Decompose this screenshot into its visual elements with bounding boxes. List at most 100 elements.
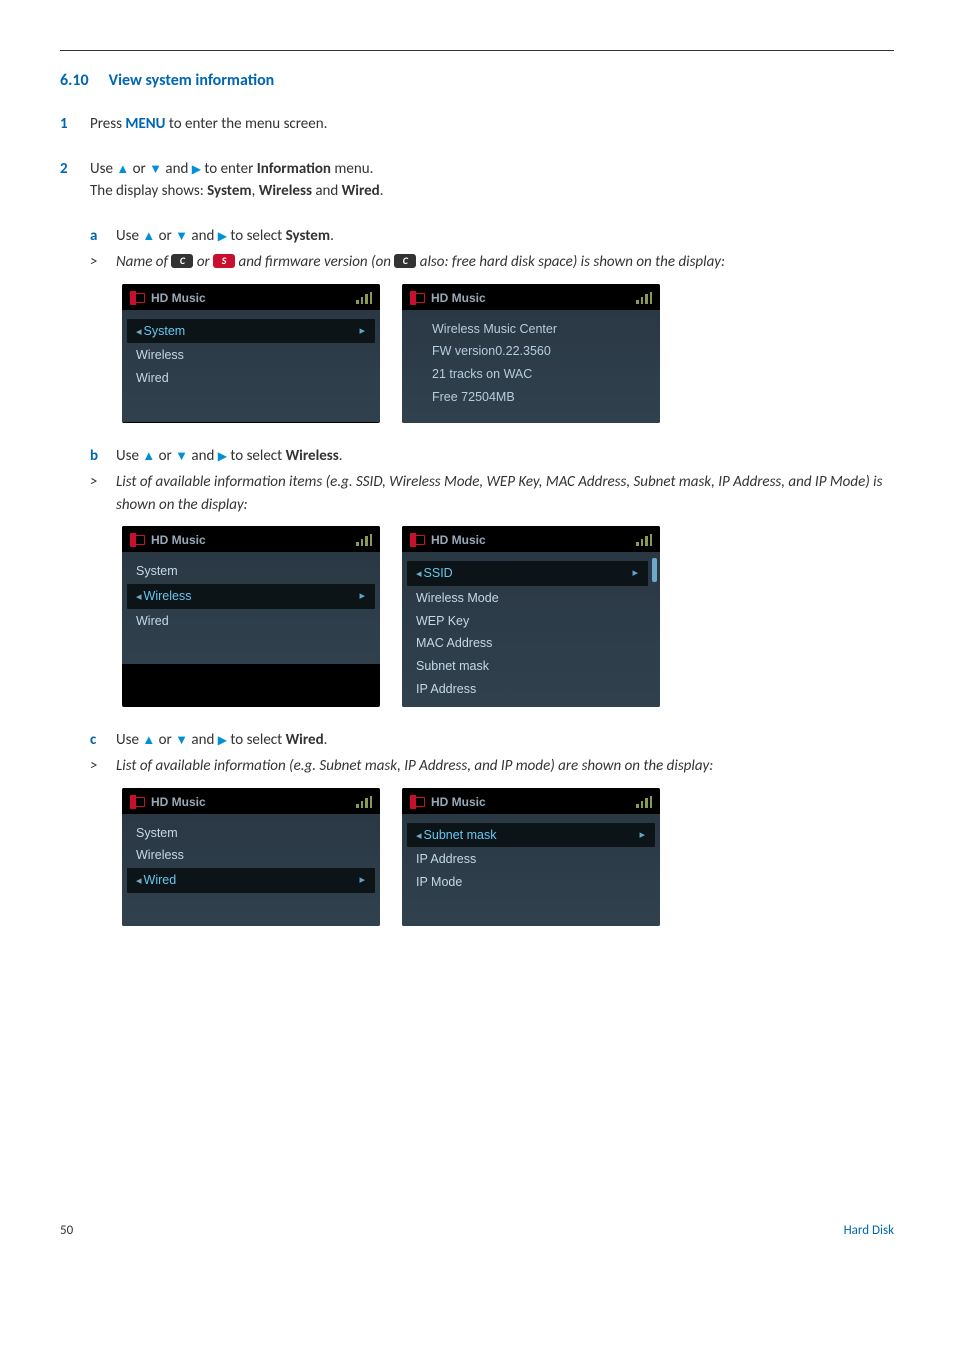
sc-p1: to select [227, 731, 286, 749]
sub-b-body: Use or and to select Wireless. [116, 445, 894, 468]
list-item[interactable]: System [122, 822, 380, 845]
signal-icon [356, 534, 372, 546]
screen-title: HD Music [130, 793, 206, 811]
sub-a-result: > Name of C or S and firmware version (o… [90, 251, 894, 274]
s2-l2-c1: , [252, 182, 259, 200]
s2-pre: Use [90, 160, 116, 178]
signal-icon [356, 796, 372, 808]
list-item[interactable]: Wireless [122, 344, 380, 367]
screen-title-text: HD Music [151, 793, 206, 811]
screen-title: HD Music [410, 289, 486, 307]
screenshots-c: HD Music System Wireless ◂Wired▸ HD Musi… [122, 788, 894, 926]
li-ssid: SSID [424, 566, 453, 580]
screen-header: HD Music [122, 526, 380, 552]
step-1-pre: Press [90, 115, 125, 133]
caret-right-icon: ▸ [359, 323, 365, 340]
gt-mark: > [90, 471, 116, 494]
li-mac: MAC Address [416, 634, 492, 653]
list-item[interactable]: IP Mode [402, 871, 660, 894]
list-item[interactable]: Wireless [122, 844, 380, 867]
screen-body: ◂System▸ Wireless Wired [122, 310, 380, 422]
list-item[interactable]: System [122, 560, 380, 583]
music-note-icon [130, 795, 146, 809]
caret-right-icon: ▸ [632, 565, 638, 582]
list-item-selected[interactable]: ◂Wireless ▸ [127, 584, 375, 609]
list-item[interactable]: IP Address [402, 678, 660, 701]
li-wired: Wired [136, 369, 169, 388]
list-item[interactable]: Wired [122, 367, 380, 390]
s2-l2-pre: The display shows: [90, 182, 207, 200]
up-arrow-icon [142, 734, 155, 747]
screen-title-text: HD Music [431, 531, 486, 549]
sb-p1: to select [227, 447, 286, 465]
s2-l2-b2: Wireless [259, 182, 312, 200]
right-arrow-icon [218, 734, 227, 747]
li-wmode: Wireless Mode [416, 589, 499, 608]
caret-left-icon: ◂ [136, 591, 142, 603]
right-arrow-icon [218, 450, 227, 463]
screen-a1: HD Music ◂System▸ Wireless Wired [122, 284, 380, 423]
screen-b2: HD Music ◂SSID ▸ Wireless Mode WEP Key MA… [402, 526, 660, 707]
caret-left-icon: ◂ [416, 830, 422, 842]
music-note-icon [410, 533, 426, 547]
sc-kw: Wired [286, 731, 324, 749]
li-subnet: Subnet mask [416, 657, 489, 676]
list-item[interactable]: Subnet mask [402, 655, 660, 678]
li-wireless: Wireless [136, 846, 184, 865]
caret-right-icon: ▸ [359, 588, 365, 605]
s2-mid1: or [129, 160, 149, 178]
right-arrow-icon [192, 163, 201, 176]
list-item[interactable]: WEP Key [402, 610, 660, 633]
li-subnet: Subnet mask [424, 828, 497, 842]
li-wireless: Wireless [144, 589, 192, 603]
screenshots-a: HD Music ◂System▸ Wireless Wired HD Musi… [122, 284, 894, 423]
sag-t3: and firmware version (on [235, 253, 394, 271]
screen-title-text: HD Music [431, 289, 486, 307]
caret-left-icon: ◂ [416, 568, 422, 580]
step-2-number: 2 [60, 158, 90, 181]
screen-body: Wireless Music Center FW version0.22.356… [402, 310, 660, 423]
menu-keyword: MENU [125, 115, 165, 133]
sb-m2: and [188, 447, 218, 465]
scrollbar-thumb[interactable] [652, 558, 657, 582]
s2-l2-c2: and [312, 182, 342, 200]
gt-mark: > [90, 755, 116, 778]
s2-l2-b1: System [207, 182, 251, 200]
sa-pre: Use [116, 227, 142, 245]
step-1-number: 1 [60, 113, 90, 136]
section-number: 6.10 [60, 69, 105, 93]
signal-icon [636, 292, 652, 304]
list-item-selected[interactable]: ◂System▸ [127, 319, 375, 344]
list-item[interactable]: IP Address [402, 848, 660, 871]
screen-title-text: HD Music [151, 289, 206, 307]
list-item[interactable]: Wired [122, 610, 380, 633]
li-wired: Wired [136, 612, 169, 631]
sub-b: b Use or and to select Wireless. [90, 445, 894, 468]
list-item-selected[interactable]: ◂SSID ▸ [407, 561, 648, 586]
sc-m2: and [188, 731, 218, 749]
music-note-icon [130, 291, 146, 305]
step-2: 2 Use or and to enter Information menu. … [60, 158, 894, 203]
list-item-selected[interactable]: ◂Subnet mask▸ [407, 823, 655, 848]
screen-header: HD Music [122, 284, 380, 310]
list-item[interactable]: MAC Address [402, 632, 660, 655]
li-system: System [136, 562, 178, 581]
signal-icon [356, 292, 372, 304]
sub-c-mark: c [90, 729, 116, 752]
up-arrow-icon [142, 230, 155, 243]
center-badge-icon: C [171, 254, 193, 268]
screen-a2: HD Music Wireless Music Center FW versio… [402, 284, 660, 423]
sub-b-result-body: List of available information items (e.g… [116, 471, 894, 516]
signal-icon [636, 534, 652, 546]
screen-body: System Wireless ◂Wired▸ [122, 814, 380, 926]
list-item-selected[interactable]: ◂Wired▸ [127, 868, 375, 893]
sc-pre: Use [116, 731, 142, 749]
screenshots-b: HD Music System ◂Wireless▸ Wired HD Musi… [122, 526, 894, 707]
li-ipmode: IP Mode [416, 873, 462, 892]
sub-a: a Use or and to select System. [90, 225, 894, 248]
info-line: 21 tracks on WAC [402, 363, 660, 386]
sa-kw: System [286, 227, 330, 245]
li-wired: Wired [144, 873, 177, 887]
list-item[interactable]: Wireless Mode [402, 587, 660, 610]
screen-body: ◂Subnet mask▸ IP Address IP Mode [402, 814, 660, 926]
